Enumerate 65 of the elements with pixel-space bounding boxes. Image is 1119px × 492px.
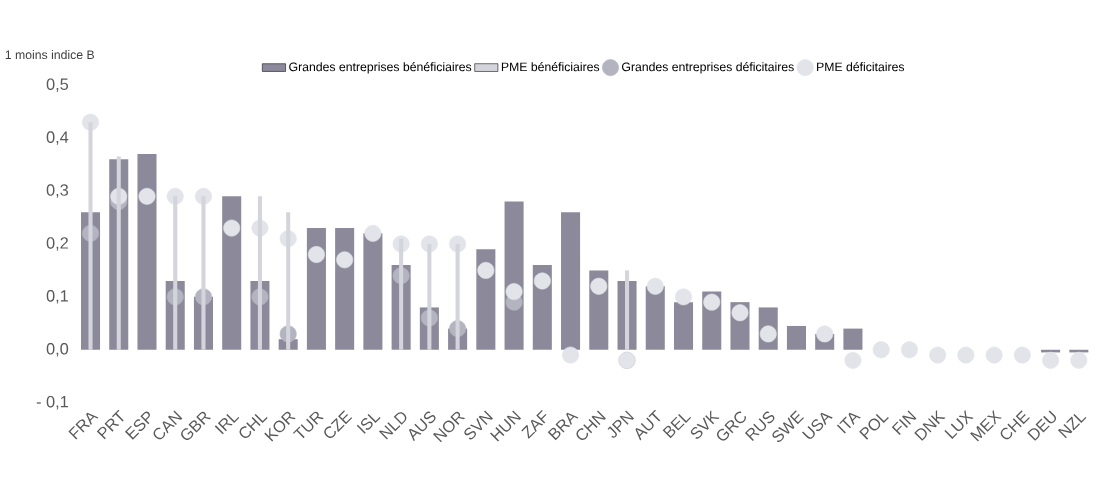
- x-tick-label: ITA: [836, 412, 861, 434]
- bar: [455, 244, 460, 350]
- bar: [624, 270, 630, 350]
- point: [138, 188, 156, 205]
- point: [900, 341, 918, 359]
- point: [816, 325, 834, 343]
- point: [533, 272, 551, 290]
- bar: [843, 328, 863, 350]
- y-tick-label: 0,1: [46, 290, 68, 304]
- x-tick-label: IRL: [214, 414, 240, 435]
- y-tick-label: 0,3: [46, 184, 69, 198]
- bar: [427, 244, 432, 350]
- point: [957, 346, 975, 364]
- legend-label: Grandes entreprises bénéficiaires: [289, 62, 472, 74]
- point: [336, 251, 354, 269]
- point: [703, 293, 721, 311]
- bar: [399, 238, 404, 350]
- point: [505, 283, 523, 301]
- bar: [306, 228, 326, 350]
- y-tick-label: - 0,1: [36, 396, 68, 410]
- point: [872, 341, 890, 359]
- bar: [257, 196, 262, 350]
- bar: [286, 212, 291, 350]
- bar: [201, 196, 206, 350]
- x-tick-label: FRA: [68, 412, 99, 440]
- legend-label: Grandes entreprises déficitaires: [622, 62, 794, 74]
- y-tick-label: 0,2: [46, 237, 68, 251]
- bar: [363, 233, 383, 350]
- x-tick-label: FIN: [891, 410, 917, 436]
- bar: [673, 302, 694, 350]
- x-tick-label: NZL: [1057, 414, 1087, 439]
- y-axis-title: 1 moins indice B: [5, 50, 95, 60]
- point: [364, 225, 382, 242]
- bar: [561, 212, 581, 350]
- point: [1070, 352, 1088, 369]
- bar: [222, 196, 242, 350]
- point: [646, 277, 664, 295]
- point: [1013, 346, 1031, 364]
- point: [985, 346, 1003, 364]
- y-tick-label: 0,4: [46, 131, 69, 145]
- bar: [137, 154, 157, 350]
- point: [477, 262, 495, 279]
- point: [844, 352, 862, 369]
- point: [562, 346, 579, 364]
- point: [590, 277, 608, 295]
- y-tick-label: 0,0: [46, 343, 69, 357]
- legend-label: PME déficitaires: [817, 62, 905, 72]
- bar: [786, 326, 806, 350]
- x-tick-label: ISL: [356, 414, 381, 434]
- bar: [645, 286, 665, 350]
- x-tick-label: POL: [859, 414, 889, 440]
- x-tick-label: BEL: [662, 414, 692, 439]
- y-tick-label: 0,5: [46, 78, 69, 93]
- bar: [116, 156, 121, 350]
- point: [675, 288, 692, 306]
- point: [223, 219, 241, 237]
- legend-label: PME bénéficiaires: [501, 62, 600, 72]
- point: [1042, 352, 1060, 369]
- point: [307, 246, 325, 264]
- point: [731, 304, 749, 322]
- x-tick-label: BRA: [547, 412, 579, 441]
- bar: [173, 196, 178, 350]
- x-tick-label: USA: [801, 412, 833, 439]
- bar: [88, 122, 93, 350]
- point: [929, 346, 947, 364]
